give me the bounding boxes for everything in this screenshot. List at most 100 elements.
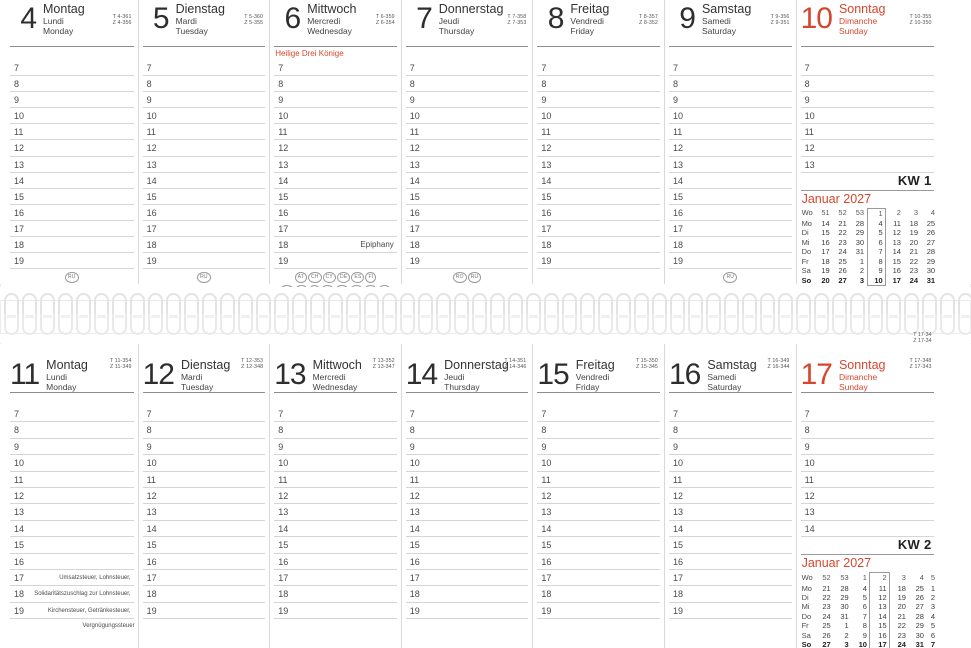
- hour-row[interactable]: 13: [10, 504, 134, 521]
- hour-row[interactable]: 9: [274, 92, 397, 109]
- hour-row[interactable]: 16: [274, 554, 397, 570]
- hour-row[interactable]: 16: [668, 205, 792, 221]
- hour-row[interactable]: 10: [668, 108, 792, 125]
- hour-row[interactable]: 14: [405, 173, 529, 189]
- hour-grid[interactable]: 7 8 9 10 11 12 13 14 15 16 17 Umsatzsteuer, Lohnste…: [10, 406, 134, 620]
- hour-row[interactable]: 11: [10, 124, 134, 141]
- hour-row[interactable]: 18 Solidaritätszuschlag zur Lohnsteuer,: [10, 586, 134, 603]
- day-column-tuesday[interactable]: 5 Dienstag Mardi Tuesday T 5-360 Z 5-355 7 8 9 10…: [137, 0, 270, 284]
- hour-row[interactable]: 19: [142, 603, 266, 620]
- hour-row[interactable]: 14: [800, 521, 934, 538]
- hour-row[interactable]: 11: [800, 472, 934, 488]
- day-column-tuesday[interactable]: 12 Dienstag Mardi Tuesday T 12-353 Z 12-348 7 8…: [137, 344, 270, 648]
- hour-row[interactable]: 8: [668, 422, 792, 439]
- hour-row[interactable]: 17: [274, 570, 397, 587]
- hour-row[interactable]: 14: [10, 521, 134, 538]
- hour-row[interactable]: 10: [800, 108, 934, 125]
- hour-row[interactable]: 12: [274, 488, 397, 505]
- hour-row[interactable]: 10: [668, 455, 792, 472]
- hour-row[interactable]: 7: [274, 406, 397, 423]
- day-column-wednesday[interactable]: 6 Mittwoch Mercredi Wednesday T 6-359 Z 6-354…: [269, 0, 401, 296]
- hour-row[interactable]: 19: [537, 253, 660, 270]
- hour-row[interactable]: 8: [274, 422, 397, 439]
- hour-row[interactable]: 15: [274, 537, 397, 554]
- hour-row[interactable]: 13: [668, 504, 792, 521]
- hour-row[interactable]: 12: [405, 488, 529, 505]
- hour-grid[interactable]: 7 8 9 10 11 12 13 14 15 16 17 18 19: [405, 406, 529, 620]
- hour-row[interactable]: 8: [800, 76, 934, 93]
- hour-row[interactable]: 13: [10, 157, 134, 173]
- hour-row[interactable]: 7: [537, 60, 660, 77]
- hour-row[interactable]: 9: [800, 439, 934, 456]
- hour-row[interactable]: 18: [142, 237, 266, 254]
- hour-row[interactable]: 13: [800, 157, 934, 173]
- hour-row[interactable]: 15: [668, 537, 792, 554]
- hour-row[interactable]: 9: [668, 92, 792, 109]
- hour-row[interactable]: 12: [800, 488, 934, 505]
- hour-row[interactable]: 16: [274, 205, 397, 221]
- hour-row[interactable]: 14: [274, 173, 397, 189]
- hour-row[interactable]: 13: [405, 157, 529, 173]
- day-column-thursday[interactable]: 14 Donnerstag Jeudi Thursday T 14-351 Z 14-34…: [400, 344, 533, 648]
- hour-row[interactable]: 9: [142, 439, 266, 456]
- hour-row[interactable]: 12: [800, 140, 934, 157]
- hour-row[interactable]: 9: [537, 439, 660, 456]
- hour-row[interactable]: 14: [537, 173, 660, 189]
- hour-row[interactable]: 11: [274, 124, 397, 141]
- hour-grid[interactable]: 7 8 9 10 11 12 13 14: [800, 406, 934, 538]
- hour-grid[interactable]: 7 8 9 10 11 12 13: [800, 60, 934, 173]
- hour-row[interactable]: 13: [537, 504, 660, 521]
- hour-row[interactable]: 13: [142, 504, 266, 521]
- hour-row[interactable]: 10: [537, 455, 660, 472]
- hour-row[interactable]: 10: [274, 455, 397, 472]
- day-column-thursday[interactable]: 7 Donnerstag Jeudi Thursday T 7-358 Z 7-353 7 8…: [400, 0, 533, 284]
- hour-grid[interactable]: 7 8 9 10 11 12 13 14 15 16 17 18 Epiphany 19: [274, 60, 397, 270]
- hour-row[interactable]: 17: [668, 221, 792, 238]
- hour-row[interactable]: 17 Umsatzsteuer, Lohnsteuer,: [10, 570, 134, 587]
- hour-row[interactable]: 8: [10, 76, 134, 93]
- hour-grid[interactable]: 7 8 9 10 11 12 13 14 15 16 17 18 19: [142, 406, 266, 620]
- hour-row[interactable]: 12: [274, 140, 397, 157]
- hour-row[interactable]: 9: [405, 439, 529, 456]
- hour-row[interactable]: 18: [405, 237, 529, 254]
- hour-row[interactable]: 10: [10, 108, 134, 125]
- hour-row[interactable]: 17: [537, 570, 660, 587]
- hour-row[interactable]: 13: [800, 504, 934, 521]
- hour-row[interactable]: 9: [142, 92, 266, 109]
- hour-row[interactable]: 18: [10, 237, 134, 254]
- hour-row[interactable]: 11: [537, 472, 660, 488]
- day-column-sunday[interactable]: 10 Sonntag Dimanche Sunday T 10-355 Z 10-350 7…: [795, 0, 938, 286]
- hour-grid[interactable]: 7 8 9 10 11 12 13 14 15 16 17 18 19: [274, 406, 397, 620]
- hour-row[interactable]: 10: [405, 108, 529, 125]
- hour-row[interactable]: 7: [405, 60, 529, 77]
- hour-row[interactable]: 10: [142, 455, 266, 472]
- hour-row[interactable]: 18 Epiphany: [274, 237, 397, 254]
- hour-row[interactable]: 19: [10, 253, 134, 270]
- day-column-wednesday[interactable]: 13 Mittwoch Mercredi Wednesday T 13-352 Z 13-…: [269, 344, 401, 648]
- hour-row[interactable]: 16: [668, 554, 792, 570]
- hour-row[interactable]: 17: [142, 570, 266, 587]
- hour-row[interactable]: 12: [537, 488, 660, 505]
- hour-row[interactable]: 11: [142, 124, 266, 141]
- hour-row[interactable]: 7: [800, 406, 934, 423]
- hour-row[interactable]: 18: [274, 586, 397, 603]
- hour-row[interactable]: 16: [10, 554, 134, 570]
- hour-row[interactable]: 7: [274, 60, 397, 77]
- day-column-friday[interactable]: 8 Freitag Vendredi Friday T 8-357 Z 8-352 7 8 9 1…: [532, 0, 664, 284]
- hour-row[interactable]: 15: [537, 189, 660, 205]
- hour-row[interactable]: 12: [10, 140, 134, 157]
- hour-row[interactable]: 17: [537, 221, 660, 238]
- hour-row[interactable]: 14: [142, 521, 266, 538]
- hour-row[interactable]: 8: [142, 422, 266, 439]
- hour-row[interactable]: 14: [405, 521, 529, 538]
- hour-row[interactable]: 9: [800, 92, 934, 109]
- hour-row[interactable]: 15: [274, 189, 397, 205]
- day-column-saturday[interactable]: 16 Samstag Samedi Saturday T 16-349 Z 16-344 7…: [663, 344, 796, 648]
- hour-row[interactable]: 8: [142, 76, 266, 93]
- hour-row[interactable]: 16: [405, 554, 529, 570]
- hour-row[interactable]: 15: [405, 537, 529, 554]
- hour-row[interactable]: 7: [668, 60, 792, 77]
- hour-row[interactable]: 13: [405, 504, 529, 521]
- hour-row[interactable]: 9: [10, 439, 134, 456]
- hour-row[interactable]: 19: [537, 603, 660, 620]
